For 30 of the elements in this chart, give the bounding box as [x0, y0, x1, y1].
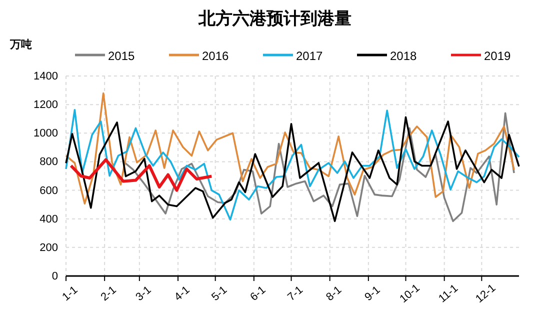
y-tick-label: 200 [40, 242, 58, 254]
x-tick-label: 11-1 [436, 282, 461, 306]
y-tick-label: 800 [40, 156, 58, 168]
y-tick-label: 1000 [34, 128, 58, 140]
line-series [69, 158, 214, 192]
x-tick-label: 12-1 [474, 282, 498, 306]
legend-label: 2016 [202, 49, 230, 63]
x-tick-label: 2-1 [98, 284, 119, 304]
y-tick-label: 600 [40, 184, 58, 197]
chart-title: 北方六港预计到港量 [198, 9, 352, 29]
y-axis-title: 万吨 [9, 38, 32, 51]
x-tick-label: 5-1 [210, 284, 230, 304]
legend-label: 2017 [296, 49, 324, 63]
line-series [124, 112, 515, 222]
legend-label: 2019 [484, 49, 512, 63]
x-tick-label: 4-1 [172, 284, 192, 304]
y-tick-label: 0 [52, 270, 58, 283]
x-tick-label: 8-1 [324, 284, 344, 304]
x-tick-label: 3-1 [134, 284, 154, 304]
legend-label: 2018 [390, 49, 418, 63]
x-tick-label: 9-1 [362, 284, 383, 304]
x-tick-label: 7-1 [286, 284, 306, 304]
y-tick-label: 400 [40, 213, 58, 226]
y-tick-label: 1400 [34, 70, 58, 83]
x-tick-label: 6-1 [248, 284, 268, 304]
line-series [65, 92, 515, 204]
legend-label: 2015 [108, 49, 136, 63]
x-tick-label: 10-1 [398, 282, 422, 306]
x-tick-label: 1-1 [60, 284, 80, 304]
y-tick-label: 1200 [34, 99, 58, 112]
